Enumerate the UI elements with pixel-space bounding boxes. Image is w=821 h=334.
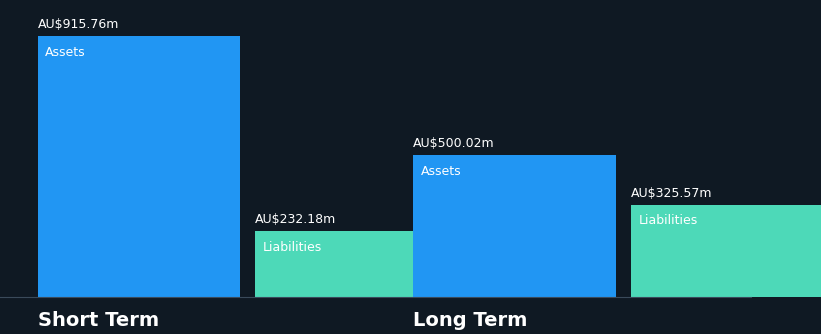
Bar (255, 231, 458, 297)
Text: Liabilities: Liabilities (639, 214, 698, 227)
Text: Assets: Assets (45, 46, 85, 59)
Bar (38, 36, 241, 297)
Bar (413, 155, 616, 297)
Text: AU$500.02m: AU$500.02m (413, 137, 495, 150)
Text: Short Term: Short Term (38, 311, 158, 330)
Text: Liabilities: Liabilities (263, 241, 322, 254)
Text: AU$232.18m: AU$232.18m (255, 213, 337, 226)
Bar (631, 204, 821, 297)
Text: AU$325.57m: AU$325.57m (631, 187, 713, 200)
Text: Assets: Assets (420, 165, 461, 178)
Text: Long Term: Long Term (413, 311, 527, 330)
Text: AU$915.76m: AU$915.76m (38, 18, 119, 31)
